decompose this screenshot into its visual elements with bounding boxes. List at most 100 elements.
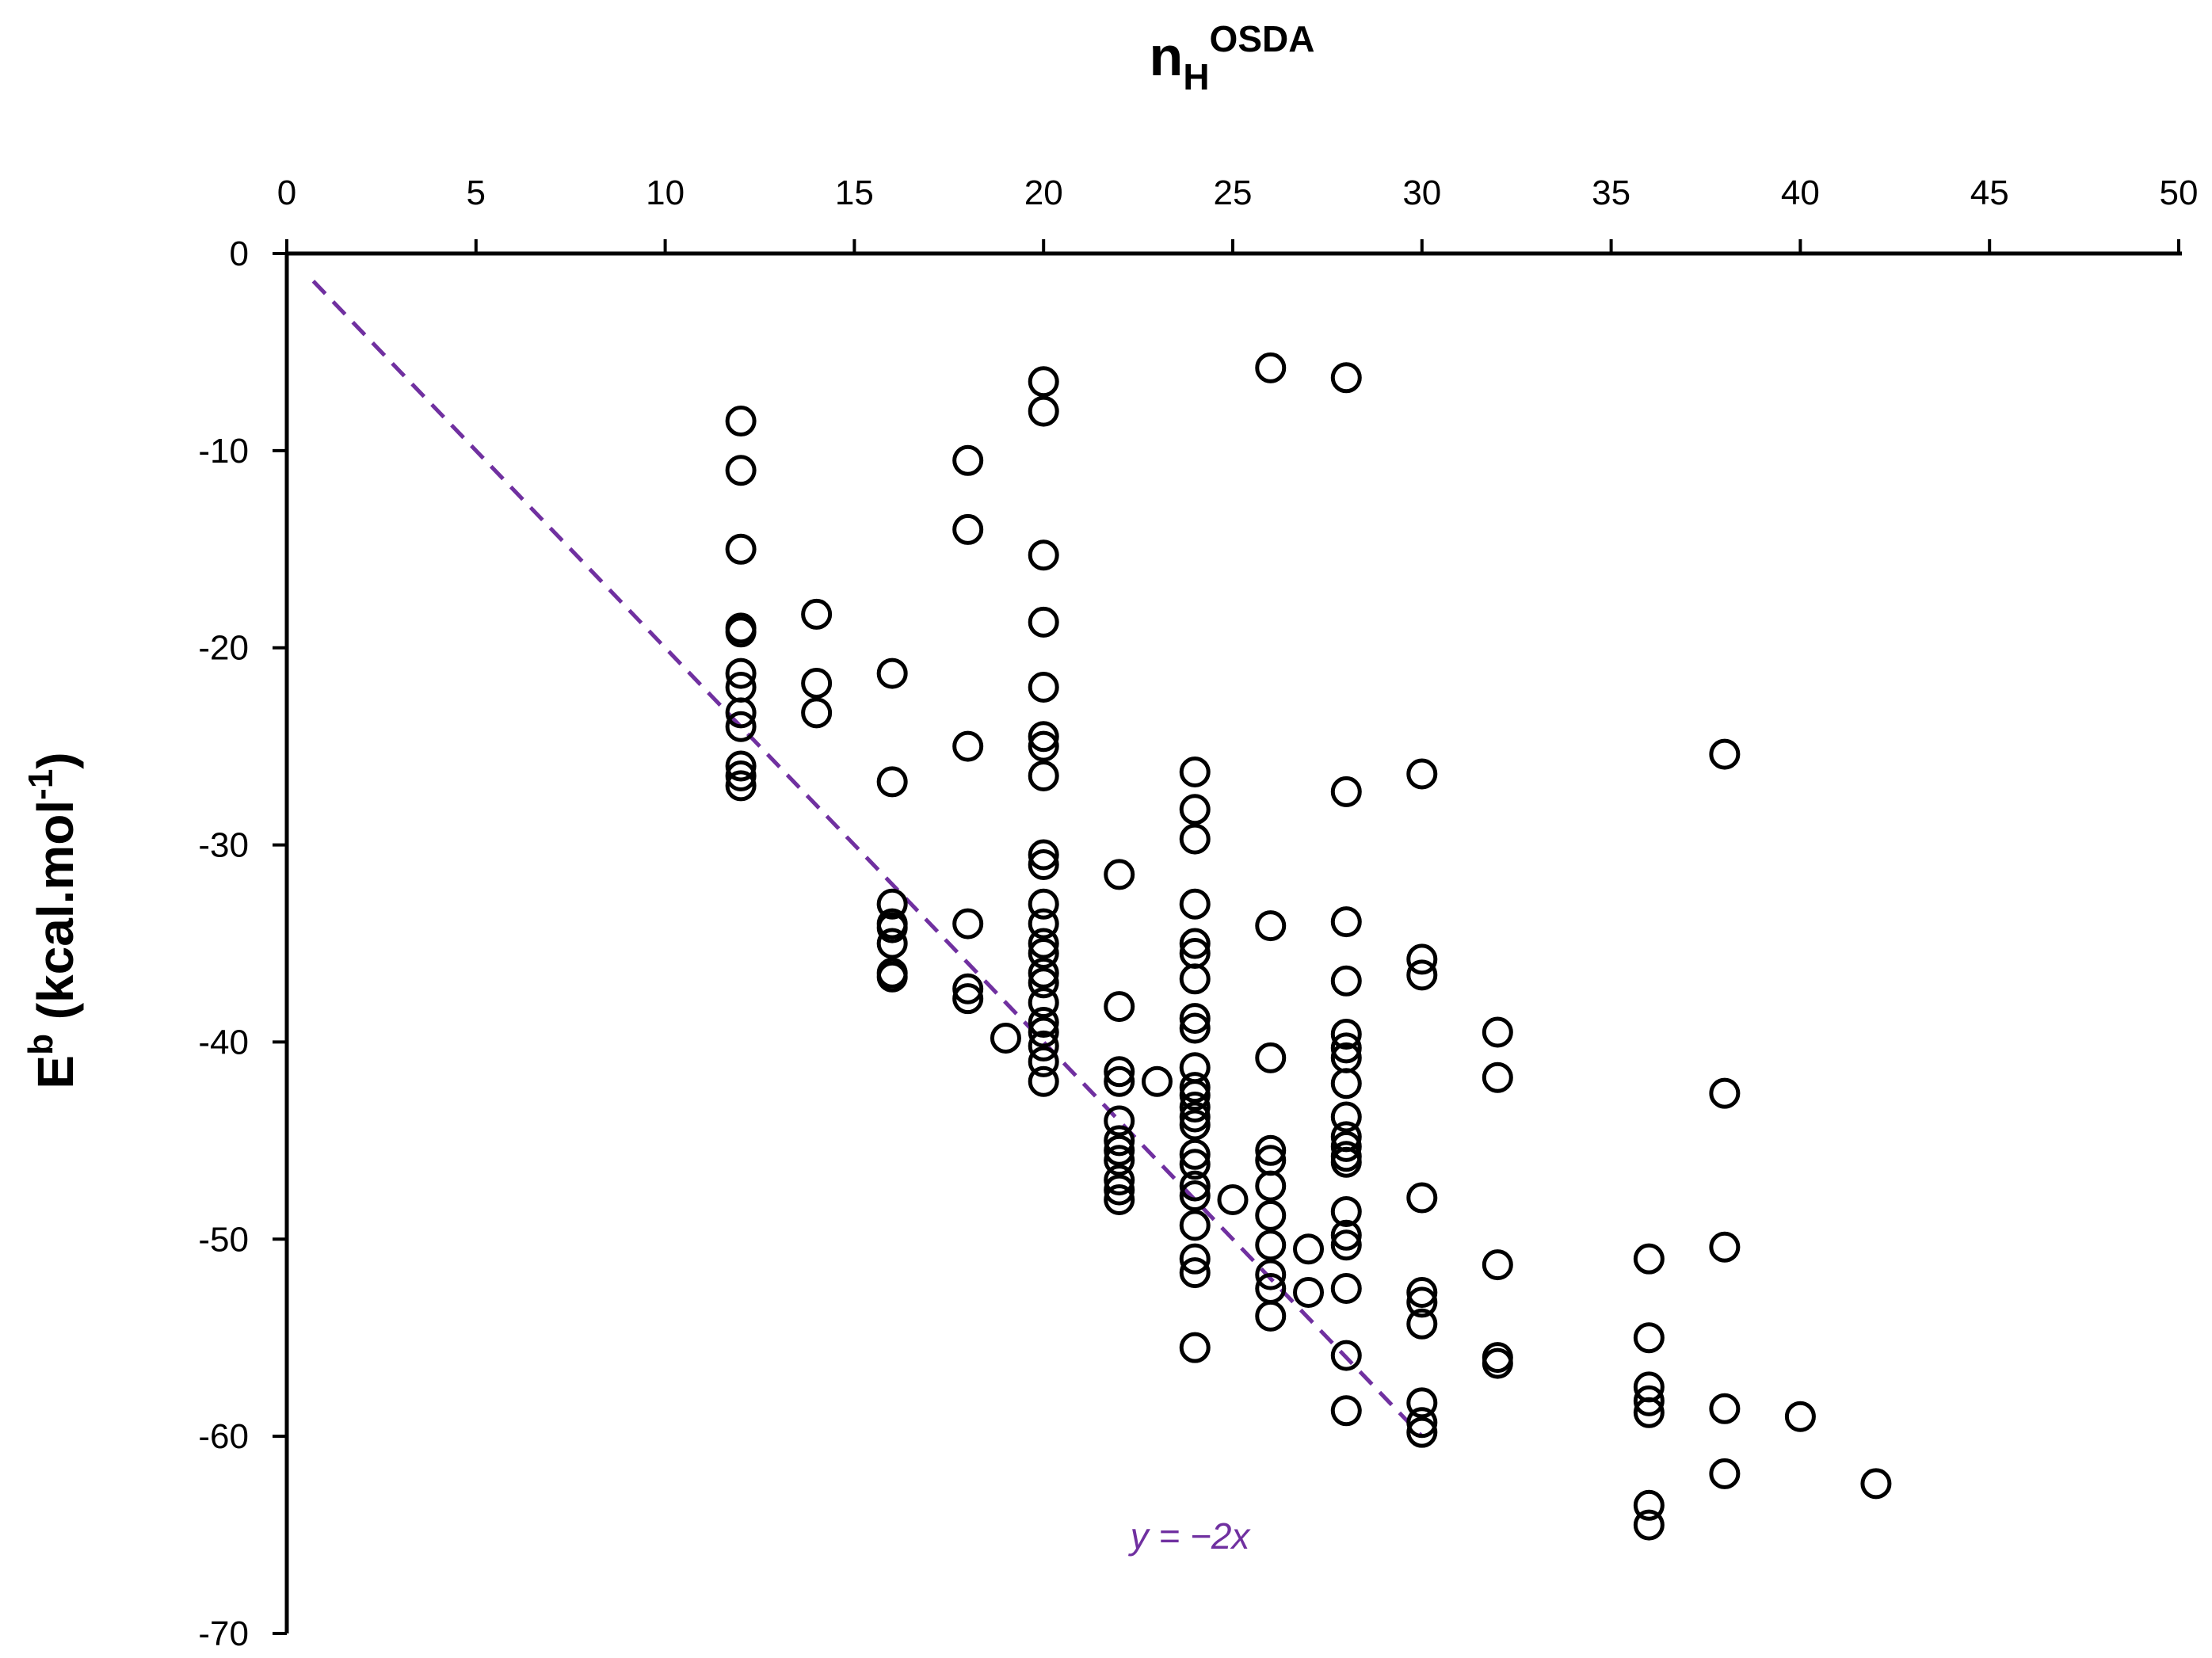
data-point <box>1028 987 1059 1019</box>
x-tick-label: 5 <box>467 173 486 212</box>
y-axis-title-main: E <box>27 1055 84 1089</box>
y-tick-label: -50 <box>198 1220 249 1259</box>
x-tick-label: 35 <box>1592 173 1630 212</box>
data-point <box>1330 965 1362 997</box>
data-point <box>1179 1243 1211 1275</box>
data-point <box>1179 1149 1211 1180</box>
data-point <box>952 513 984 545</box>
data-point <box>725 770 757 802</box>
data-point <box>1217 1184 1249 1216</box>
y-axis-title: Eb (kcal.mol-1) <box>21 752 84 1088</box>
reference-line-group <box>311 280 1424 1438</box>
data-point <box>1330 1068 1362 1100</box>
data-point <box>1255 1259 1287 1290</box>
x-axis-title-superscript: OSDA <box>1210 18 1315 59</box>
y-tick-label: -30 <box>198 826 249 865</box>
data-point <box>1179 928 1211 959</box>
data-point <box>1028 937 1059 969</box>
data-point <box>1709 1458 1741 1489</box>
data-point <box>1104 1164 1135 1196</box>
data-point <box>1406 1308 1438 1340</box>
y-axis-title-unit-superscript: -1 <box>21 769 60 800</box>
data-point <box>1482 1347 1513 1379</box>
data-point <box>1633 1509 1665 1541</box>
data-point <box>1028 957 1059 989</box>
data-point <box>1179 1080 1211 1111</box>
data-point <box>1633 1322 1665 1354</box>
data-point <box>1104 1174 1135 1206</box>
data-point <box>1709 738 1741 770</box>
data-point <box>1293 1233 1325 1265</box>
data-point <box>1330 1018 1362 1050</box>
x-axis-title: nHOSDA <box>1150 18 1315 97</box>
y-axis-title-unit-close: ) <box>27 752 84 768</box>
data-point <box>1709 1231 1741 1263</box>
data-point <box>1255 1300 1287 1332</box>
data-point <box>1633 1385 1665 1416</box>
data-point <box>1028 671 1059 703</box>
data-point <box>1028 366 1059 398</box>
data-point <box>1179 1109 1211 1141</box>
x-tick-label: 0 <box>277 173 296 212</box>
data-points <box>725 352 1892 1541</box>
data-point <box>1330 1146 1362 1178</box>
data-point <box>1104 1056 1135 1088</box>
data-point <box>1028 928 1059 959</box>
data-point <box>725 657 757 689</box>
data-point <box>1406 1286 1438 1318</box>
data-point <box>1330 362 1362 394</box>
data-point <box>1028 1046 1059 1077</box>
data-point <box>1406 1387 1438 1419</box>
x-tick-label: 50 <box>2160 173 2199 212</box>
data-point <box>1028 967 1059 999</box>
data-point <box>952 908 984 940</box>
data-point <box>1179 1072 1211 1103</box>
data-point <box>1330 1032 1362 1064</box>
data-point <box>1028 760 1059 791</box>
data-point <box>1179 1210 1211 1241</box>
data-point <box>876 766 908 798</box>
data-point <box>1330 1219 1362 1251</box>
data-point <box>1255 1170 1287 1202</box>
y-axis-title-unit: (kcal.mol <box>27 800 84 1034</box>
data-point <box>1104 1105 1135 1137</box>
data-point <box>1028 1065 1059 1097</box>
data-point <box>1784 1401 1816 1432</box>
data-point <box>1028 606 1059 638</box>
data-point <box>952 730 984 762</box>
data-point <box>1179 963 1211 995</box>
data-point <box>876 961 908 993</box>
data-point <box>1255 1134 1287 1166</box>
data-point <box>1104 1145 1135 1176</box>
data-point <box>1179 888 1211 920</box>
data-point <box>1028 888 1059 920</box>
x-tick-label: 10 <box>646 173 685 212</box>
data-point <box>1179 756 1211 787</box>
data-point <box>876 928 908 959</box>
data-point <box>1330 1273 1362 1304</box>
data-point <box>876 912 908 943</box>
data-point <box>725 711 757 742</box>
data-point <box>1406 1416 1438 1448</box>
data-point <box>1179 1092 1211 1123</box>
data-point <box>1330 1101 1362 1133</box>
x-tick-label: 30 <box>1402 173 1441 212</box>
data-point <box>1709 1077 1741 1109</box>
data-point <box>1179 1003 1211 1035</box>
data-point <box>1482 1249 1513 1281</box>
data-point <box>1255 1042 1287 1073</box>
data-point <box>1330 1340 1362 1371</box>
data-point <box>1406 959 1438 991</box>
axes: 0 5 10 15 20 25 30 35 40 45 50 0 -10 -20 -30 -40 -50 -60 -… <box>198 173 2198 1653</box>
data-point <box>801 598 833 630</box>
data-point <box>1255 910 1287 942</box>
data-point <box>1330 1195 1362 1227</box>
y-axis-title-superscript: b <box>21 1034 60 1055</box>
data-point <box>1482 1062 1513 1093</box>
y-tick-label: -70 <box>198 1614 249 1653</box>
data-point <box>1633 1397 1665 1428</box>
data-point <box>725 533 757 565</box>
data-point <box>1104 1184 1135 1216</box>
data-point <box>1860 1468 1892 1500</box>
